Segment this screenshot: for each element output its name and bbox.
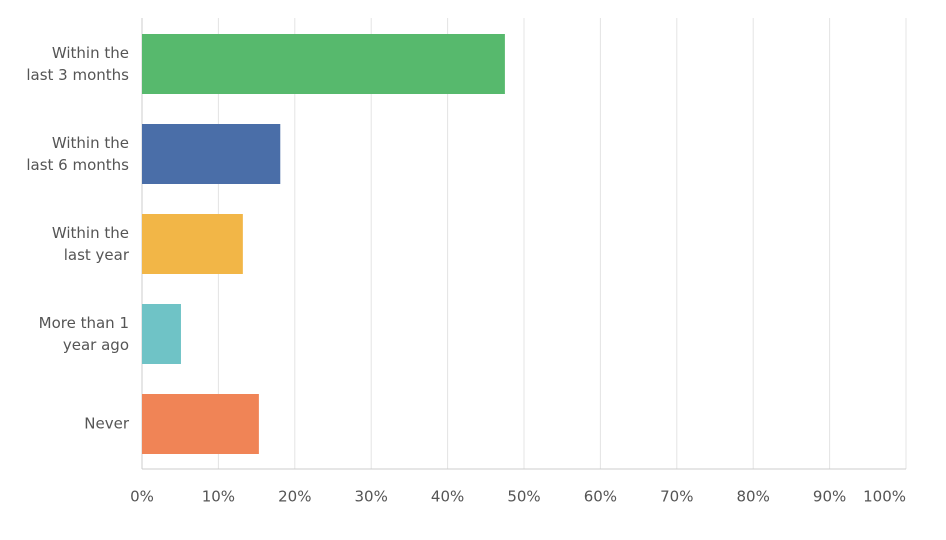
y-tick-label: Within the last 3 months	[26, 44, 129, 84]
bar	[142, 304, 181, 364]
x-tick-label: 20%	[278, 488, 311, 506]
x-tick-label: 50%	[507, 488, 540, 506]
x-tick-label: 100%	[863, 488, 906, 506]
x-tick-label: 10%	[202, 488, 235, 506]
bar	[142, 34, 505, 94]
bar	[142, 394, 259, 454]
x-tick-label: 80%	[737, 488, 770, 506]
x-tick-label: 40%	[431, 488, 464, 506]
bar	[142, 214, 243, 274]
y-tick-label: Within the last year	[52, 224, 130, 264]
y-tick-label: Never	[84, 415, 130, 433]
x-tick-label: 90%	[813, 488, 846, 506]
x-tick-label: 70%	[660, 488, 693, 506]
x-tick-label: 0%	[130, 488, 154, 506]
y-tick-label: Within the last 6 months	[26, 134, 129, 174]
x-tick-label: 30%	[355, 488, 388, 506]
bar	[142, 124, 281, 184]
y-tick-label: More than 1 year ago	[39, 314, 129, 354]
x-tick-label: 60%	[584, 488, 617, 506]
